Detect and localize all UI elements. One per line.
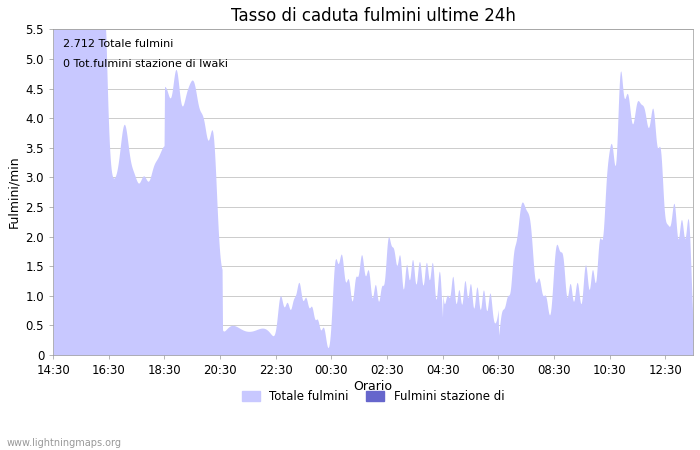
Title: Tasso di caduta fulmini ultime 24h: Tasso di caduta fulmini ultime 24h [231, 7, 515, 25]
Text: 0 Tot.fulmini stazione di Iwaki: 0 Tot.fulmini stazione di Iwaki [63, 58, 228, 68]
X-axis label: Orario: Orario [354, 380, 393, 393]
Y-axis label: Fulmini/min: Fulmini/min [7, 156, 20, 229]
Legend: Totale fulmini, Fulmini stazione di: Totale fulmini, Fulmini stazione di [237, 385, 509, 408]
Text: www.lightningmaps.org: www.lightningmaps.org [7, 438, 122, 448]
Text: 2.712 Totale fulmini: 2.712 Totale fulmini [63, 39, 173, 49]
